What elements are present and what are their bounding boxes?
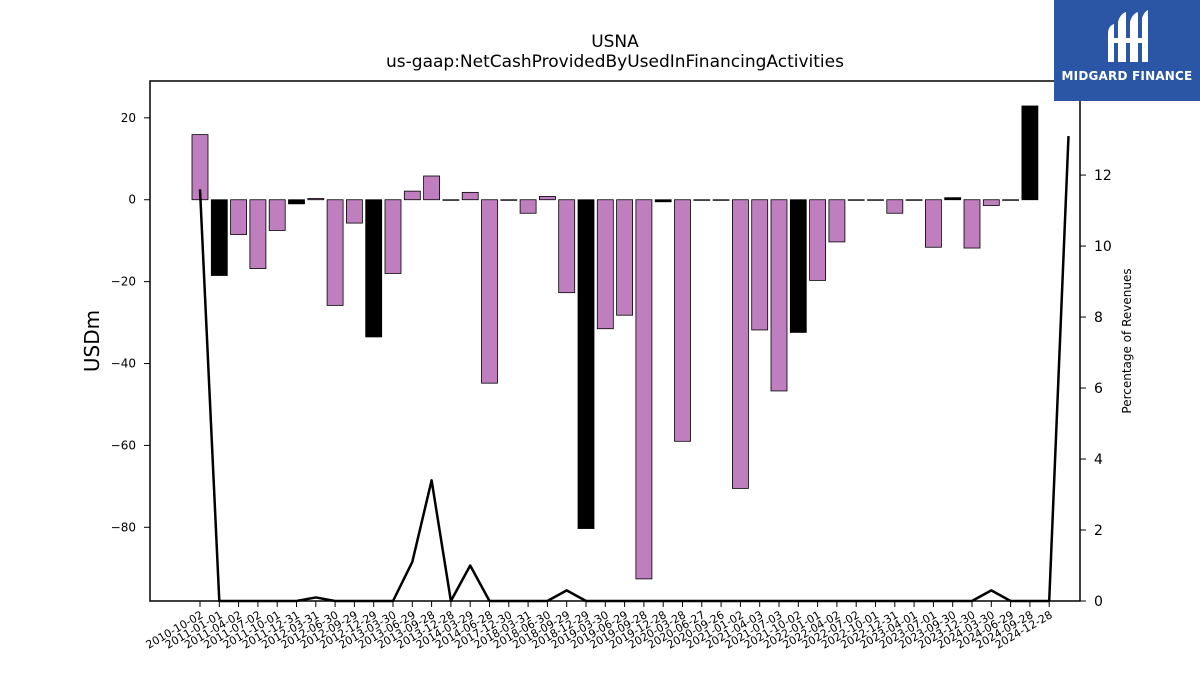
bar-13 — [442, 199, 460, 201]
logo-text: MIDGARD FINANCE — [1061, 69, 1193, 83]
bar-20 — [577, 199, 595, 529]
x-axis: 2010-10-022011-01-012011-04-022011-07-02… — [144, 601, 1055, 652]
y2-tick-label: 2 — [1094, 523, 1103, 539]
bar-15 — [481, 199, 498, 384]
bar-43 — [1021, 105, 1039, 201]
bar-2 — [230, 199, 248, 235]
y2-tick-label: 6 — [1094, 381, 1103, 397]
bar-33 — [828, 199, 846, 243]
bar-26 — [693, 199, 711, 201]
right-y-axis: 0 2 4 6 8 10 12 — [1080, 168, 1112, 610]
bar-4 — [268, 199, 286, 231]
bar-24 — [654, 199, 672, 203]
bar-29 — [751, 199, 769, 331]
bar-27 — [712, 199, 730, 201]
y2-tick-label: 12 — [1094, 168, 1112, 184]
y-tick-label: 0 — [128, 193, 136, 207]
y-tick-label: −80 — [111, 520, 136, 534]
bar-5 — [288, 199, 305, 205]
bar-28 — [732, 199, 749, 489]
bar-18 — [539, 196, 556, 201]
bar-36 — [886, 199, 904, 214]
bar-22 — [616, 199, 633, 316]
bar-21 — [596, 199, 614, 330]
bar-34 — [847, 199, 865, 201]
left-y-axis: 20 0 −20 −40 −60 −80 — [111, 111, 150, 534]
chart-title: USNA — [591, 32, 639, 52]
bar-37 — [905, 199, 923, 201]
plot-frame — [149, 80, 1081, 602]
y2-axis-label: Percentage of Revenues — [1120, 268, 1134, 413]
bar-17 — [519, 199, 537, 214]
y-tick-label: −60 — [111, 438, 136, 452]
chart-subtitle: us-gaap:NetCashProvidedByUsedInFinancing… — [386, 52, 844, 72]
bar-11 — [403, 190, 421, 201]
bar-9 — [365, 199, 383, 338]
bar-30 — [770, 199, 788, 392]
bar-1 — [210, 199, 228, 276]
midgard-finance-logo: MIDGARD FINANCE — [1054, 0, 1200, 101]
bar-14 — [461, 191, 479, 201]
bars-layer — [191, 105, 1039, 580]
y-tick-label: −40 — [111, 357, 136, 371]
midgard-logo-icon — [1108, 10, 1148, 62]
bar-19 — [558, 199, 576, 294]
y2-tick-label: 8 — [1094, 310, 1103, 326]
bar-16 — [500, 199, 518, 201]
bar-32 — [809, 199, 826, 281]
bar-23 — [635, 199, 653, 580]
bar-31 — [789, 199, 807, 333]
bar-40 — [963, 199, 981, 249]
bar-3 — [249, 199, 267, 269]
bar-39 — [944, 197, 962, 201]
bar-12 — [423, 175, 441, 201]
bar-25 — [674, 199, 691, 442]
y-axis-label: USDm — [80, 310, 104, 372]
y2-tick-label: 4 — [1094, 452, 1103, 468]
bar-7 — [326, 199, 344, 306]
bar-41 — [982, 199, 1000, 206]
bar-10 — [384, 199, 402, 274]
bar-8 — [345, 199, 363, 224]
y-tick-label: 20 — [121, 111, 136, 125]
bar-42 — [1002, 199, 1019, 201]
y2-tick-label: 10 — [1094, 239, 1112, 255]
y-tick-label: −20 — [111, 275, 136, 289]
y2-tick-label: 0 — [1094, 594, 1103, 610]
bar-38 — [925, 199, 942, 248]
bar-6 — [307, 198, 325, 201]
bar-35 — [867, 199, 884, 201]
